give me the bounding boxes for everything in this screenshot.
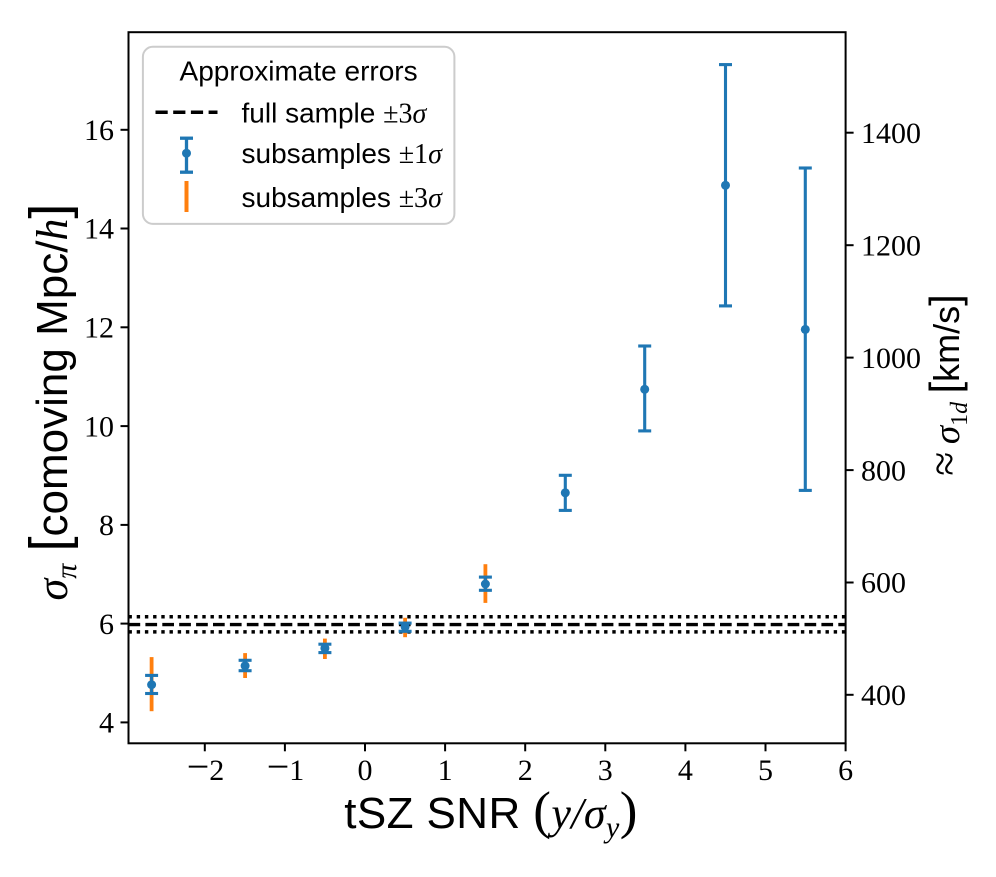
svg-text:0: 0 (358, 754, 373, 787)
svg-text:1200: 1200 (861, 229, 921, 262)
svg-text:5: 5 (758, 754, 773, 787)
svg-text:6: 6 (838, 754, 853, 787)
svg-text:subsamples ±1σ: subsamples ±1σ (242, 138, 444, 170)
svg-text:4: 4 (99, 707, 114, 740)
svg-text:16: 16 (84, 114, 114, 147)
svg-text:full sample ±3σ: full sample ±3σ (242, 97, 428, 129)
svg-text:14: 14 (84, 213, 114, 246)
svg-text:6: 6 (99, 608, 114, 641)
svg-text:3: 3 (598, 754, 613, 787)
svg-text:12: 12 (84, 312, 114, 345)
svg-text:4: 4 (678, 754, 693, 787)
svg-text:10: 10 (84, 410, 114, 443)
svg-text:800: 800 (861, 454, 906, 487)
svg-text:σπ [comoving Mpc/h]: σπ [comoving Mpc/h] (19, 204, 83, 601)
svg-text:−2: −2 (187, 744, 225, 789)
svg-text:≈ σ1d [km/s]: ≈ σ1d [km/s] (920, 294, 973, 476)
svg-text:1400: 1400 (861, 117, 921, 150)
svg-text:8: 8 (99, 509, 114, 542)
svg-text:subsamples ±3σ: subsamples ±3σ (242, 182, 444, 214)
svg-text:1000: 1000 (861, 342, 921, 375)
svg-text:600: 600 (861, 567, 906, 600)
svg-text:Approximate errors: Approximate errors (180, 55, 418, 86)
svg-text:tSZ SNR (y/σy): tSZ SNR (y/σy) (344, 782, 638, 844)
svg-text:400: 400 (861, 679, 906, 712)
svg-text:2: 2 (518, 754, 533, 787)
svg-text:1: 1 (438, 754, 453, 787)
